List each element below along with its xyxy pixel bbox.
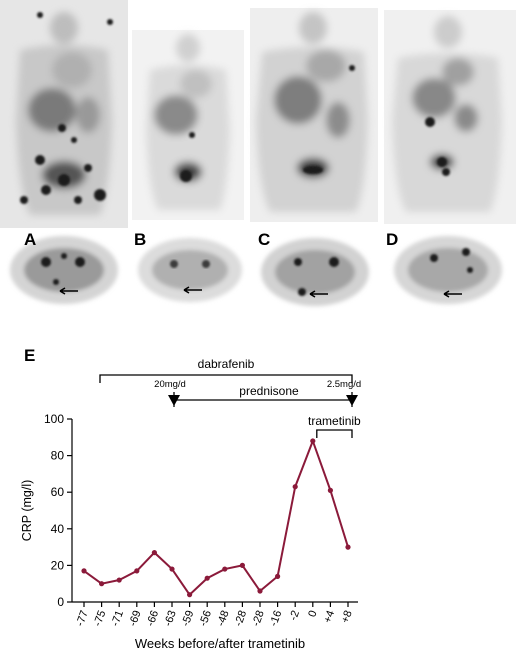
crp-data-point — [81, 568, 87, 574]
x-tick-label: -77 — [74, 609, 91, 628]
y-axis-title: CRP (mg/l) — [20, 480, 34, 542]
crp-data-point — [239, 562, 245, 568]
prednisone-start-dose: 20mg/d — [154, 379, 186, 390]
x-axis-title: Weeks before/after trametinib — [135, 636, 305, 651]
panel-label-b: B — [134, 230, 147, 249]
x-tick-label: -16 — [268, 609, 285, 628]
x-tick-label: -2 — [287, 609, 302, 622]
x-tick-label: -71 — [109, 609, 126, 628]
x-tick-label: -59 — [180, 609, 197, 628]
x-tick-label: -28 — [233, 609, 250, 628]
y-tick-label: 40 — [51, 522, 65, 536]
crp-series-line — [83, 438, 349, 597]
coronal-scan-a — [0, 0, 128, 228]
x-tick-label: -75 — [92, 609, 109, 628]
crp-data-point — [99, 581, 105, 587]
prednisone-label: prednisone — [239, 384, 299, 398]
crp-data-point — [292, 484, 298, 490]
pet-scan-panels — [0, 0, 516, 306]
crp-data-point — [345, 544, 351, 550]
panel-label-c: C — [258, 230, 271, 249]
crp-data-point — [257, 588, 263, 594]
x-tick-label: -66 — [145, 609, 162, 628]
axial-scan-c — [261, 238, 369, 306]
crp-data-point — [134, 568, 140, 574]
axial-scan-b — [138, 238, 242, 302]
trametinib-bracket — [316, 429, 353, 438]
dabrafenib-bracket — [99, 374, 353, 383]
trametinib-label: trametinib — [308, 414, 361, 428]
prednisone-start-marker — [168, 395, 180, 406]
crp-data-point — [275, 573, 281, 579]
crp-data-point — [310, 438, 316, 444]
dabrafenib-label: dabrafenib — [198, 357, 255, 371]
x-tick-label: -63 — [162, 609, 179, 628]
axial-scan-a — [10, 236, 118, 304]
crp-data-point — [151, 549, 157, 556]
coronal-scan-b — [132, 30, 244, 220]
x-tick-label: -56 — [197, 609, 214, 628]
coronal-scan-c — [250, 8, 378, 222]
crp-data-point — [204, 575, 210, 581]
axial-scan-d — [394, 236, 502, 304]
panel-label-d: D — [386, 230, 399, 249]
x-tick-label: -69 — [127, 609, 144, 628]
x-tick-label: -28 — [250, 609, 267, 628]
prednisone-end-dose: 2.5mg/d — [327, 379, 361, 390]
x-tick-label: +8 — [339, 609, 355, 625]
crp-data-point — [327, 487, 333, 493]
prednisone-end-marker — [346, 395, 358, 406]
x-tick-label: 0 — [306, 609, 319, 619]
panel-label-e: E — [24, 346, 36, 365]
crp-data-point — [116, 577, 122, 583]
crp-data-point — [169, 566, 175, 572]
panel-label-a: A — [24, 230, 37, 249]
y-tick-label: 60 — [51, 485, 65, 499]
y-tick-label: 20 — [51, 558, 65, 572]
crp-line-chart: 0 20 40 60 80 100 CRP (mg/l) -77 -75 -71 -69 -66 -63… — [20, 357, 361, 651]
x-tick-label: +4 — [322, 609, 338, 625]
y-tick-label: 80 — [51, 449, 65, 463]
y-tick-label: 100 — [44, 412, 64, 426]
coronal-scan-d — [384, 10, 516, 224]
crp-data-point — [187, 592, 193, 598]
x-tick-label: -48 — [215, 609, 232, 628]
y-tick-label: 0 — [57, 595, 64, 609]
crp-data-point — [222, 566, 228, 572]
